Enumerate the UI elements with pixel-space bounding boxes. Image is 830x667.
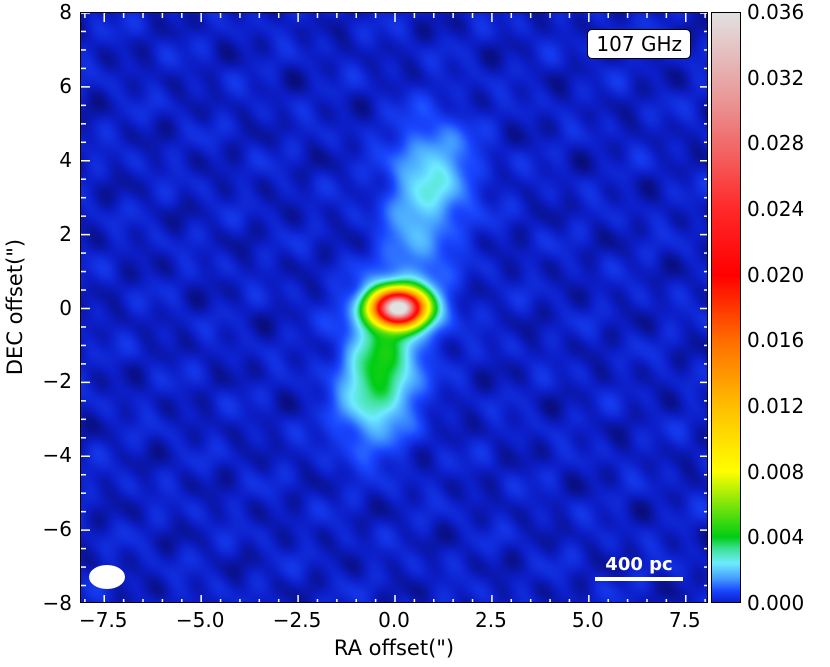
x-tick-label: −5.0 xyxy=(175,608,225,632)
colorbar xyxy=(711,12,741,603)
y-tick-label: 8 xyxy=(59,0,72,24)
colorbar-tick-label: 0.032 xyxy=(747,65,805,90)
x-tick-label: 2.5 xyxy=(475,608,507,632)
colorbar-tick-label: 0.004 xyxy=(747,525,805,550)
colorbar-tick-label: 0.028 xyxy=(747,131,805,156)
scale-bar-label: 400 pc xyxy=(605,554,673,575)
y-tick-label: −4 xyxy=(42,443,72,468)
y-tick-label: 0 xyxy=(59,295,72,320)
y-tick-label: 6 xyxy=(59,73,72,98)
x-tick-label: −7.5 xyxy=(78,608,128,632)
x-tick-label: 7.5 xyxy=(668,608,701,632)
y-axis-label: DEC offset(") xyxy=(3,238,27,376)
colorbar-tick-label: 0.024 xyxy=(747,197,805,221)
scale-bar: 400 pc xyxy=(595,554,683,581)
frequency-label: 107 GHz xyxy=(587,29,691,59)
beam-ellipse xyxy=(89,565,125,589)
colorbar-tick-label: 0.020 xyxy=(747,262,805,287)
y-tick-label: 4 xyxy=(59,147,72,172)
colorbar-tick-label: 0.012 xyxy=(747,394,805,418)
scale-bar-line xyxy=(595,577,683,581)
x-tick-label: −2.5 xyxy=(272,608,322,632)
colorbar-tick-label: 0.016 xyxy=(747,328,805,353)
plot-area: 107 GHz 400 pc xyxy=(80,12,708,603)
intensity-map xyxy=(81,13,707,602)
x-tick-label: 5.0 xyxy=(571,608,604,632)
x-axis-label: RA offset(") xyxy=(333,636,455,660)
x-tick-label: 0.0 xyxy=(378,608,410,632)
y-tick-label: −6 xyxy=(42,517,72,542)
colorbar-tick-label: 0.008 xyxy=(747,459,805,484)
colorbar-tick-label: 0.036 xyxy=(747,0,805,24)
y-tick-label: 2 xyxy=(59,221,72,246)
y-tick-label: −2 xyxy=(42,369,72,394)
colorbar-tick-label: 0.000 xyxy=(747,591,805,615)
y-tick-label: −8 xyxy=(42,591,72,615)
